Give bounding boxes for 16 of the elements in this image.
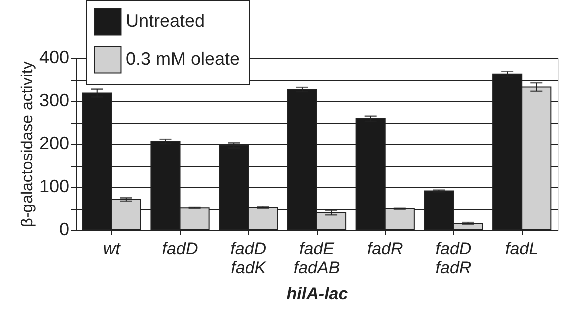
legend-label: 0.3 mM oleate bbox=[126, 49, 240, 69]
x-tick-label: fadR bbox=[367, 240, 404, 258]
x-tick-label: fadD fadR bbox=[436, 240, 472, 278]
x-tick-label: fadE fadAB bbox=[294, 240, 340, 278]
y-axis-title: β-galactosidase activity bbox=[19, 62, 36, 228]
y-tick-label: 100 bbox=[39, 176, 70, 196]
x-tick-label: fadD bbox=[162, 240, 198, 258]
x-axis-title: hilA-lac bbox=[286, 284, 349, 304]
x-tick-label: wt bbox=[103, 240, 122, 258]
y-tick-label: 200 bbox=[39, 134, 70, 154]
y-tick-label: 400 bbox=[39, 48, 70, 68]
y-tick-label: 300 bbox=[39, 90, 70, 110]
legend-label: Untreated bbox=[126, 11, 206, 31]
x-tick-label: fadL bbox=[506, 240, 539, 258]
x-tick-label: fadD fadK bbox=[230, 240, 267, 278]
y-tick-label: 0 bbox=[59, 220, 70, 240]
